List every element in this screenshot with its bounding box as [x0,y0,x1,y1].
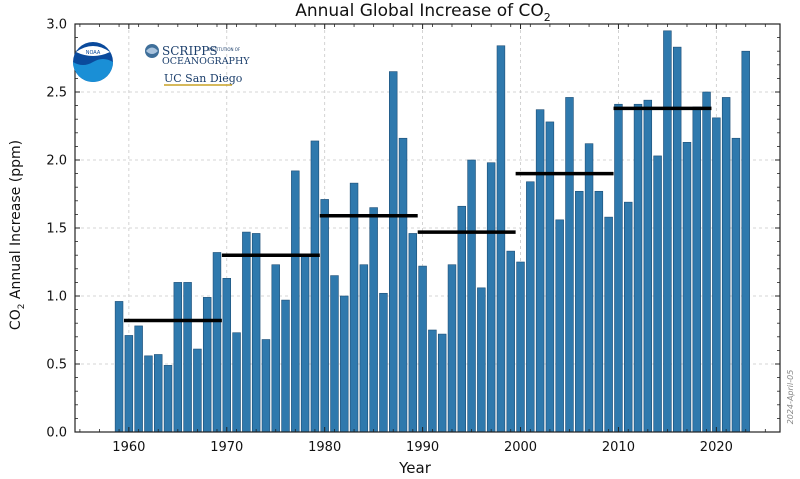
x-tick-label: 1980 [308,440,341,455]
bar-2007 [584,143,594,433]
y-tick-label: 0.5 [46,358,67,373]
y-tick-label: 3.0 [46,18,67,33]
bar-1987 [389,71,398,433]
bar-1962 [144,355,153,433]
scripps-small-text: INSTITUTION OF [208,47,241,52]
bar-1964 [163,365,173,433]
bar-2016 [672,46,682,433]
ucsd-logo: UC San Diego [164,72,243,85]
bar-1998 [496,45,506,433]
scripps-oceanography: OCEANOGRAPHY [162,56,250,67]
bar-2011 [624,201,633,433]
x-tick-label: 2010 [602,440,635,455]
bar-1988 [398,137,408,433]
bar-2018 [692,106,701,433]
bar-1992 [437,333,447,433]
bar-2008 [594,190,604,433]
bar-2021 [721,97,731,433]
y-tick-label: 2.5 [46,86,67,101]
bar-1979 [310,140,320,433]
axis-ticks: 0.0 0.5 1.0 1.5 2.0 2.5 3.0 1960 1970 1980 1990 200… [46,18,780,455]
bar-1961 [134,325,143,433]
scripps-logo: SCRIPPS INSTITUTION OF OCEANOGRAPHY [145,44,250,67]
x-tick-label: 2000 [504,440,537,455]
bar-1973 [251,233,261,433]
bar-2000 [516,261,525,433]
decade-mean-lines [123,106,712,323]
bar-2013 [643,99,653,433]
bar-2006 [575,190,584,433]
bar-1995 [467,159,476,433]
bar-1999 [506,250,515,433]
bar-2023 [741,50,750,433]
bar-2004 [555,219,564,433]
bar-1976 [281,299,290,433]
bar-1960 [124,335,134,433]
bar-1971 [232,332,241,433]
y-tick-label: 1.5 [46,222,67,237]
bar-2019 [702,91,711,433]
bar-1968 [202,297,212,433]
scripps-name: SCRIPPS [162,44,218,58]
date-watermark: 2024-April-05 [786,370,795,425]
bar-1993 [447,264,457,433]
bar-1991 [428,329,437,433]
bar-1983 [349,182,359,433]
bar-2009 [604,216,613,433]
bar-1959 [114,301,124,433]
x-tick-label: 1990 [406,440,439,455]
bar-1972 [242,231,251,433]
x-tick-label: 1970 [210,440,243,455]
y-tick-label: 0.0 [46,426,67,441]
bar-1990 [418,265,427,433]
bar-1970 [222,278,231,433]
bar-1965 [173,282,183,433]
bar-1975 [271,264,280,433]
chart-title: Annual Global Increase of CO2 [295,1,551,24]
bar-2005 [565,97,574,433]
y-tick-label: 1.0 [46,290,67,305]
bar-1996 [477,287,486,433]
bar-1984 [359,264,369,433]
bar-2001 [526,181,535,433]
bar-1985 [369,207,378,433]
bar-2020 [712,117,721,433]
bar-2017 [682,142,692,433]
x-tick-label: 2020 [700,440,733,455]
bar-1994 [457,205,466,433]
bar-1967 [193,348,202,433]
bar-1963 [154,354,163,433]
bar-2015 [663,30,672,433]
bar-1986 [379,292,388,433]
bar-1980 [320,199,329,433]
bar-2002 [535,109,545,433]
bar-1966 [183,282,192,433]
bar-2003 [545,121,555,433]
bar-1977 [291,170,300,433]
bar-1969 [212,252,222,433]
bar-1982 [340,295,349,433]
noaa-logo: NOAA [73,42,113,82]
x-tick-label: 1960 [112,440,145,455]
y-axis-label: CO2 Annual Increase (ppm) [8,140,27,330]
bar-1981 [330,275,339,433]
x-axis-label: Year [398,459,432,477]
bar-1978 [300,254,310,433]
bar-2022 [731,137,741,433]
bar-2012 [633,103,643,433]
bar-2014 [653,155,662,433]
noaa-label: NOAA [86,50,101,56]
bar-1989 [408,233,418,433]
bar-1997 [486,162,496,433]
bar-2010 [614,103,623,433]
y-tick-label: 2.0 [46,154,67,169]
bar-1974 [261,339,271,433]
